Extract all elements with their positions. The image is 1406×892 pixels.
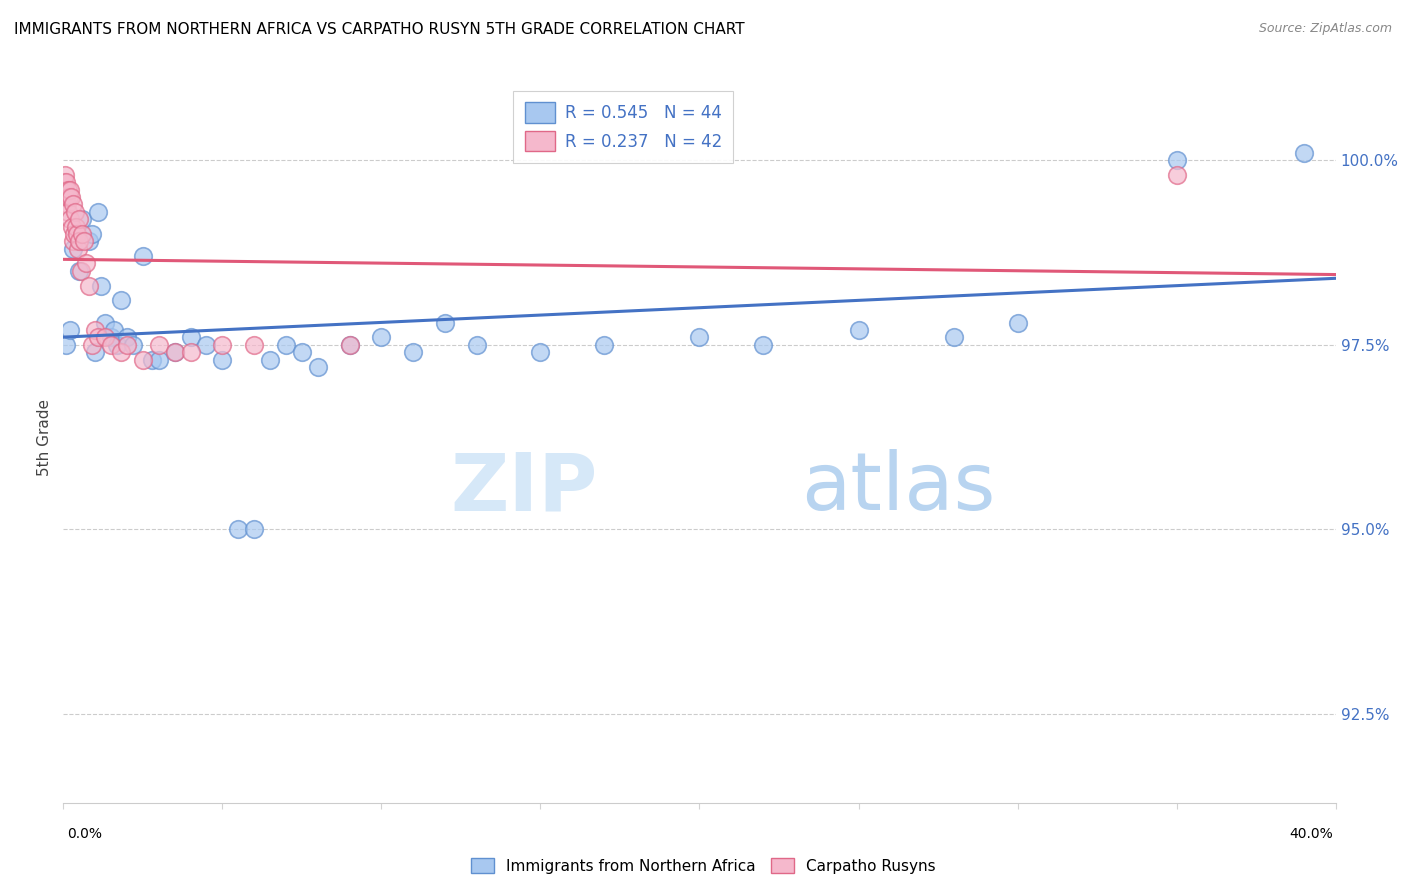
Point [434, 316, 457, 330]
Point [93, 330, 115, 344]
Point [75, 256, 97, 270]
Text: 40.0%: 40.0% [1289, 827, 1333, 841]
Y-axis label: 5th Grade: 5th Grade [37, 399, 52, 475]
Point [60, 219, 83, 234]
Point [67, 212, 90, 227]
Point [80, 337, 103, 351]
Point [307, 359, 329, 374]
Point [529, 345, 551, 359]
Point [180, 345, 202, 359]
Point [66, 227, 89, 241]
Point [77, 235, 100, 249]
Point [1007, 316, 1029, 330]
Point [55, 175, 77, 189]
Point [52, 175, 75, 189]
Point [90, 278, 112, 293]
Point [110, 293, 132, 308]
Point [93, 316, 115, 330]
Legend: Immigrants from Northern Africa, Carpatho Rusyns: Immigrants from Northern Africa, Carpath… [464, 852, 942, 880]
Point [87, 330, 110, 344]
Point [105, 337, 128, 351]
Point [80, 227, 103, 241]
Point [84, 345, 107, 359]
Point [63, 227, 86, 241]
Point [593, 337, 616, 351]
Point [122, 337, 145, 351]
Point [1292, 145, 1315, 160]
Point [1166, 168, 1188, 182]
Point [84, 323, 107, 337]
Point [66, 242, 89, 256]
Point [72, 212, 94, 227]
Text: IMMIGRANTS FROM NORTHERN AFRICA VS CARPATHO RUSYN 5TH GRADE CORRELATION CHART: IMMIGRANTS FROM NORTHERN AFRICA VS CARPA… [14, 22, 745, 37]
Point [58, 204, 80, 219]
Point [62, 235, 84, 249]
Text: Source: ZipAtlas.com: Source: ZipAtlas.com [1258, 22, 1392, 36]
Point [110, 345, 132, 359]
Point [115, 330, 138, 344]
Point [226, 523, 249, 537]
Point [163, 345, 186, 359]
Text: ZIP: ZIP [450, 450, 598, 527]
Point [132, 249, 155, 263]
Point [53, 168, 76, 182]
Point [67, 235, 90, 249]
Point [291, 345, 314, 359]
Point [100, 330, 122, 344]
Legend: R = 0.545   N = 44, R = 0.237   N = 42: R = 0.545 N = 44, R = 0.237 N = 42 [513, 91, 734, 163]
Point [56, 197, 79, 211]
Point [67, 264, 90, 278]
Point [100, 337, 122, 351]
Point [59, 212, 82, 227]
Point [62, 197, 84, 211]
Point [211, 337, 233, 351]
Text: 0.0%: 0.0% [67, 827, 103, 841]
Point [243, 523, 266, 537]
Point [465, 337, 488, 351]
Point [72, 227, 94, 241]
Point [77, 278, 100, 293]
Point [58, 190, 80, 204]
Text: atlas: atlas [801, 450, 995, 527]
Point [180, 330, 202, 344]
Point [163, 345, 186, 359]
Point [339, 337, 361, 351]
Point [942, 330, 965, 344]
Point [62, 242, 84, 256]
Point [132, 352, 155, 367]
Point [339, 337, 361, 351]
Point [55, 190, 77, 204]
Point [141, 352, 163, 367]
Point [87, 204, 110, 219]
Point [370, 330, 392, 344]
Point [59, 183, 82, 197]
Point [1166, 153, 1188, 167]
Point [59, 323, 82, 337]
Point [243, 337, 266, 351]
Point [848, 323, 870, 337]
Point [402, 345, 425, 359]
Point [73, 235, 96, 249]
Point [60, 190, 83, 204]
Point [259, 352, 281, 367]
Point [103, 323, 125, 337]
Point [55, 337, 77, 351]
Point [752, 337, 775, 351]
Point [211, 352, 233, 367]
Point [65, 219, 87, 234]
Point [115, 337, 138, 351]
Point [148, 337, 170, 351]
Point [274, 337, 297, 351]
Point [689, 330, 711, 344]
Point [69, 264, 91, 278]
Point [53, 183, 76, 197]
Point [195, 337, 218, 351]
Point [65, 204, 87, 219]
Point [56, 183, 79, 197]
Point [148, 352, 170, 367]
